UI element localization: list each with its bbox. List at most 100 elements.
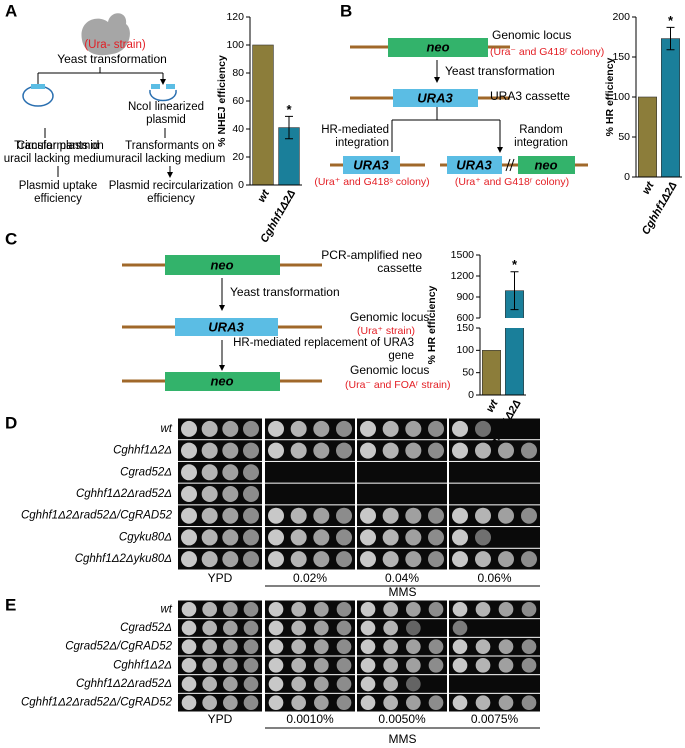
colony-spot bbox=[291, 620, 306, 636]
colony-spot bbox=[428, 639, 444, 655]
colony-spot bbox=[291, 602, 306, 617]
colony-spot bbox=[223, 676, 238, 692]
colony-spot bbox=[360, 551, 376, 568]
gene-box bbox=[518, 156, 575, 174]
gene-label: neo bbox=[426, 39, 449, 54]
colony-spot bbox=[201, 507, 218, 524]
plate-row bbox=[265, 600, 355, 619]
plate-row bbox=[449, 637, 540, 656]
colony-spot bbox=[383, 602, 398, 617]
colony-spot bbox=[202, 676, 218, 692]
colony-spot bbox=[498, 658, 514, 673]
colony-spot bbox=[452, 639, 468, 655]
colony-spot bbox=[268, 602, 284, 617]
colony-spot bbox=[360, 676, 376, 692]
strain-label: Cghhf1Δ2Δ bbox=[113, 659, 172, 671]
y-axis-label: % HR efficiency bbox=[426, 285, 438, 364]
phenotype-note: (Ura⁻ and G418ʳ colony) bbox=[490, 46, 604, 58]
condition-label: 0.06% bbox=[477, 571, 511, 585]
y-tick-label: 100 bbox=[456, 344, 474, 356]
step-text: Transformants on uracil lacking medium bbox=[114, 140, 226, 165]
condition-label: YPD bbox=[208, 571, 233, 585]
colony-spot bbox=[268, 620, 284, 636]
colony-spot bbox=[314, 639, 329, 655]
colony-spot bbox=[452, 420, 468, 437]
colony-spot bbox=[521, 639, 537, 655]
colony-spot bbox=[243, 529, 259, 546]
colony-spot bbox=[336, 620, 352, 636]
step-text: Circular plasmid bbox=[16, 140, 100, 152]
y-tick-label: 120 bbox=[226, 11, 244, 23]
colony-spot bbox=[290, 442, 307, 459]
y-tick-label: 0 bbox=[624, 171, 630, 183]
colony-spot bbox=[475, 442, 491, 459]
colony-spot bbox=[243, 676, 259, 692]
plate-row bbox=[178, 461, 262, 483]
y-tick-label: 60 bbox=[232, 95, 244, 107]
colony-spot bbox=[521, 695, 537, 711]
colony-spot bbox=[202, 695, 218, 711]
plate-row bbox=[178, 675, 262, 693]
y-tick-label: 900 bbox=[456, 291, 474, 303]
arrow bbox=[391, 120, 500, 152]
colony-spot bbox=[181, 464, 197, 481]
colony-spot bbox=[290, 551, 307, 568]
colony-spot bbox=[222, 529, 239, 546]
colony-spot bbox=[268, 507, 284, 524]
colony-spot bbox=[475, 658, 491, 673]
colony-spot bbox=[223, 695, 238, 711]
colony-spot bbox=[313, 529, 330, 546]
colony-spot bbox=[452, 602, 468, 617]
colony-spot bbox=[452, 507, 468, 524]
plasmid-marker bbox=[31, 84, 45, 89]
phenotype-note: (Ura⁺ strain) bbox=[357, 325, 415, 337]
plate-row bbox=[449, 527, 540, 548]
colony-spot bbox=[201, 464, 218, 481]
gene-label: URA3 bbox=[456, 157, 492, 172]
plate-row bbox=[449, 600, 540, 619]
panel-label: E bbox=[5, 595, 16, 614]
colony-spot bbox=[181, 442, 197, 459]
strain-label: Cghhf1Δ2Δyku80Δ bbox=[75, 553, 172, 565]
y-tick-label: 100 bbox=[226, 39, 244, 51]
plate-row bbox=[265, 656, 355, 675]
colony-spot bbox=[181, 486, 197, 502]
colony-spot bbox=[201, 420, 218, 437]
colony-spot bbox=[181, 602, 197, 617]
step-text: HR-mediated replacement of URA3 gene bbox=[233, 337, 414, 362]
colony-spot bbox=[336, 602, 352, 617]
colony-spot bbox=[222, 464, 239, 481]
phenotype-note: (Ura⁺ and G418ʳ colony) bbox=[455, 176, 569, 188]
colony-spot bbox=[382, 507, 399, 524]
colony-spot bbox=[313, 420, 330, 437]
colony-spot bbox=[428, 529, 444, 546]
colony-spot bbox=[428, 658, 444, 673]
connector bbox=[38, 67, 163, 74]
plate-row bbox=[265, 548, 355, 570]
colony-spot bbox=[498, 695, 514, 711]
bar bbox=[481, 350, 501, 396]
colony-spot bbox=[201, 551, 218, 568]
plate-row bbox=[265, 637, 355, 656]
colony-spot bbox=[313, 442, 330, 459]
colony-spot bbox=[201, 529, 218, 546]
colony-spot bbox=[243, 620, 259, 636]
plate-row bbox=[357, 656, 447, 675]
colony-spot bbox=[498, 442, 514, 459]
axis-break bbox=[474, 318, 528, 328]
colony-spot bbox=[313, 507, 330, 524]
colony-spot bbox=[360, 529, 376, 546]
colony-spot bbox=[181, 676, 197, 692]
plate-row bbox=[357, 548, 447, 570]
plate-row bbox=[449, 693, 540, 712]
colony-spot bbox=[243, 551, 259, 568]
plate-row bbox=[178, 656, 262, 675]
colony-spot bbox=[521, 658, 537, 673]
colony-spot bbox=[383, 676, 398, 692]
significance: * bbox=[286, 102, 292, 117]
y-tick-label: 80 bbox=[232, 67, 244, 79]
colony-spot bbox=[314, 695, 329, 711]
colony-spot bbox=[268, 676, 284, 692]
colony-spot bbox=[243, 507, 259, 524]
strain-label: Cghhf1Δ2Δrad52Δ/CgRAD52 bbox=[21, 510, 173, 522]
